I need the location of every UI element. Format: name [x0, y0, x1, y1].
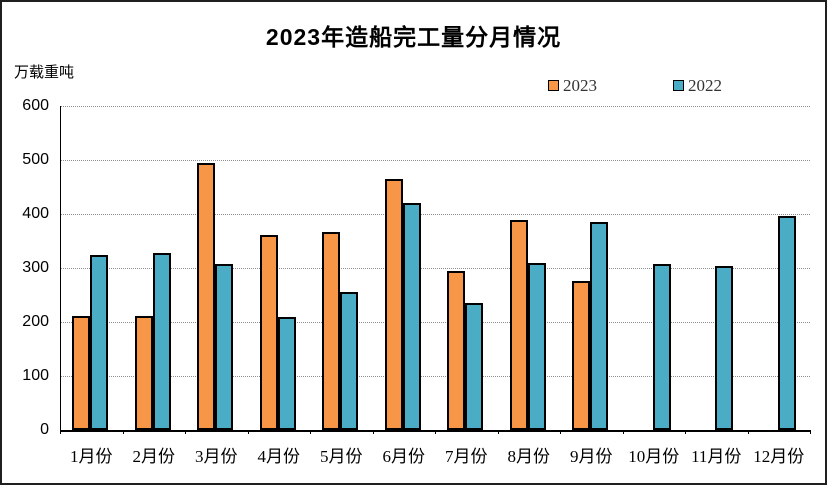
- gridline-500: [61, 160, 810, 161]
- bar-2022-8月份: [527, 262, 546, 430]
- x-axis-tick: [685, 430, 686, 434]
- legend-label-2022: 2022: [688, 76, 722, 95]
- category-5月份: [311, 106, 374, 430]
- x-tick-label: 9月份: [570, 447, 613, 466]
- category-12月份: [749, 106, 812, 430]
- x-axis-labels: 1月份 2月份 3月份 4月份 5月份 6月份 7月份 8月份 9月份 10月份 11月份 12月份: [60, 442, 810, 466]
- y-tick-label: 0: [40, 421, 49, 438]
- chart-title: 2023年造船完工量分月情况: [265, 24, 562, 50]
- y-tick-label: 600: [22, 97, 49, 114]
- category-8月份: [499, 106, 562, 430]
- bar-2022-1月份: [90, 254, 109, 430]
- x-axis-tick: [435, 430, 436, 434]
- bar-2022-5月份: [340, 291, 359, 430]
- bar-2023-8月份: [509, 219, 528, 430]
- x-tick-label: 8月份: [507, 447, 551, 466]
- bar-2022-9月份: [590, 221, 609, 430]
- y-tick-label: 500: [22, 151, 49, 168]
- y-tick-label: 400: [22, 205, 49, 222]
- category-11月份: [686, 106, 749, 430]
- bar-2023-1月份: [72, 316, 91, 430]
- plot-area: [60, 106, 812, 434]
- bar-2023-3月份: [197, 163, 216, 430]
- x-axis-tick: [60, 430, 61, 434]
- legend-label-2023: 2023: [563, 76, 597, 95]
- category-3月份: [186, 106, 249, 430]
- x-tick-label: 7月份: [445, 447, 488, 466]
- x-tick-label: 10月份: [628, 447, 680, 466]
- bar-2023-9月份: [572, 280, 591, 430]
- x-axis-tick: [497, 430, 499, 434]
- y-tick-label: 200: [22, 313, 49, 330]
- x-axis-tick: [185, 430, 186, 434]
- category-10月份: [624, 106, 687, 430]
- x-tick-label: 3月份: [195, 447, 238, 466]
- bar-2022-6月份: [402, 202, 421, 430]
- legend-swatch-2023: [548, 80, 559, 91]
- x-tick-label: 11月份: [691, 447, 742, 466]
- bar-2023-4月份: [259, 234, 278, 430]
- legend: 2023 2022: [548, 77, 722, 94]
- gridline-600: [61, 106, 810, 107]
- y-axis-labels: 600 500 400 300 200 100 0: [2, 97, 49, 438]
- bar-2022-10月份: [652, 263, 671, 430]
- x-axis-tick: [372, 430, 374, 434]
- x-tick-label: 6月份: [382, 447, 426, 466]
- x-tick-label: 1月份: [70, 447, 113, 466]
- bar-2023-7月份: [447, 270, 466, 430]
- bar-2022-11月份: [715, 265, 734, 430]
- gridline-300: [61, 268, 810, 269]
- bar-2022-2月份: [152, 253, 171, 430]
- category-1月份: [61, 106, 124, 430]
- bar-2023-6月份: [384, 178, 403, 430]
- category-6月份: [374, 106, 437, 430]
- x-tick-label: 5月份: [320, 447, 363, 466]
- bar-2023-5月份: [322, 231, 341, 430]
- x-tick-label: 4月份: [257, 447, 301, 466]
- y-axis-unit-label: 万载重吨: [14, 65, 75, 81]
- bar-2023-2月份: [134, 315, 153, 430]
- legend-item-2023: 2023: [548, 77, 597, 94]
- category-9月份: [561, 106, 624, 430]
- x-tick-label: 12月份: [753, 447, 805, 466]
- x-axis-tick: [747, 430, 749, 434]
- bar-2022-7月份: [465, 303, 484, 430]
- gridline-200: [61, 322, 810, 323]
- legend-swatch-2022: [673, 80, 684, 91]
- x-axis-tick: [122, 430, 124, 434]
- category-7月份: [436, 106, 499, 430]
- bar-2022-12月份: [777, 215, 796, 430]
- x-axis-tick: [310, 430, 311, 434]
- y-tick-label: 300: [22, 259, 49, 276]
- category-2月份: [124, 106, 187, 430]
- gridline-400: [61, 214, 810, 215]
- x-axis-tick: [560, 430, 561, 434]
- x-axis-tick: [622, 430, 624, 434]
- x-tick-label: 2月份: [132, 447, 176, 466]
- category-4月份: [249, 106, 312, 430]
- gridline-100: [61, 376, 810, 377]
- legend-item-2022: 2022: [673, 77, 722, 94]
- bar-2022-4月份: [277, 316, 296, 430]
- y-tick-label: 100: [22, 367, 49, 384]
- x-axis-tick: [247, 430, 249, 434]
- x-axis-tick: [810, 430, 811, 434]
- bar-2022-3月份: [215, 264, 234, 430]
